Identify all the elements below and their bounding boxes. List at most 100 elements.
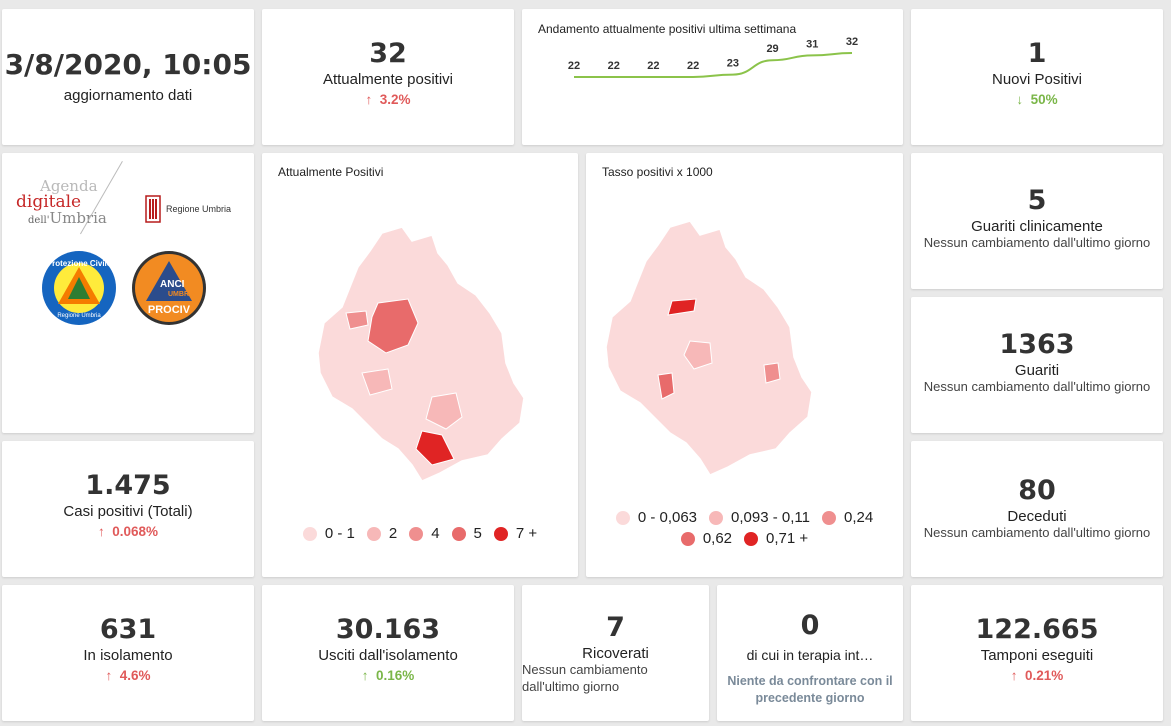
casi-value: 1.475 — [85, 470, 171, 501]
ricoverati-card: 7 Ricoverati Nessun cambiamento dall'ult… — [522, 585, 709, 721]
svg-text:Regione Umbria: Regione Umbria — [57, 313, 101, 319]
isolamento-card: 631 In isolamento ↑ 4.6% — [2, 585, 254, 721]
trend-line — [574, 52, 853, 78]
usciti-card: 30.163 Usciti dall'isolamento ↑ 0.16% — [262, 585, 514, 721]
trend-data-label: 23 — [727, 58, 739, 70]
map-positivi-legend-label: 0 - 1 — [324, 525, 355, 542]
arrow-up-icon: ↑ — [105, 667, 113, 683]
guariti-clin-value: 5 — [1027, 185, 1047, 216]
isolamento-change: ↑ 4.6% — [105, 668, 150, 683]
logos-card: Agenda digitale dell'Umbria Regione Umbr… — [2, 153, 254, 433]
map-positivi-legend-label: 5 — [473, 525, 482, 542]
guariti-value: 1363 — [999, 329, 1075, 360]
usciti-label: Usciti dall'isolamento — [318, 646, 458, 664]
svg-text:PROCIV: PROCIV — [148, 304, 191, 316]
positivi-value: 32 — [369, 38, 407, 69]
legend-dot-icon — [493, 526, 508, 541]
map-positivi-legend-item[interactable]: 4 — [409, 525, 440, 542]
deceduti-value: 80 — [1018, 475, 1056, 506]
map-positivi-legend-label: 4 — [431, 525, 440, 542]
umbria-map-positivi[interactable] — [262, 213, 578, 513]
ricoverati-sub: Nessun cambiamento dall'ultimo giorno — [522, 661, 648, 694]
legend-dot-icon — [302, 526, 317, 541]
update-datetime: 3/8/2020, 10:05 — [4, 48, 252, 82]
guariti-clin-label: Guariti clinicamente — [971, 217, 1103, 235]
arrow-up-icon: ↑ — [97, 523, 105, 539]
tamponi-value: 122.665 — [975, 614, 1099, 645]
trend-data-label: 22 — [608, 60, 620, 72]
usciti-value: 30.163 — [335, 614, 441, 645]
ricoverati-label: Ricoverati — [582, 644, 649, 662]
nuovi-label: Nuovi Positivi — [991, 70, 1083, 88]
tamponi-change: ↑ 0.21% — [1011, 668, 1064, 683]
map-tasso-legend-item[interactable]: 0,62 — [680, 530, 733, 547]
map-tasso-legend-item[interactable]: 0,71 + — [744, 530, 808, 547]
guariti-card: 1363 Guariti Nessun cambiamento dall'ult… — [911, 297, 1163, 433]
positivi-card: 32 Attualmente positivi ↑ 3.2% — [262, 9, 514, 145]
guariti-clin-card: 5 Guariti clinicamente Nessun cambiament… — [911, 153, 1163, 289]
tamponi-card: 122.665 Tamponi eseguiti ↑ 0.21% — [911, 585, 1163, 721]
trend-card: Andamento attualmente positivi ultima se… — [522, 9, 903, 145]
legend-dot-icon — [821, 510, 836, 525]
map-positivi-legend-item[interactable]: 2 — [366, 525, 398, 542]
map-positivi-legend-item[interactable]: 5 — [451, 525, 482, 542]
terapia-value: 0 — [800, 610, 820, 641]
update-label: aggiornamento dati — [63, 86, 193, 104]
map-tasso-legend-item[interactable]: 0,24 — [821, 509, 873, 526]
casi-label: Casi positivi (Totali) — [63, 502, 193, 520]
svg-text:ANCI: ANCI — [160, 279, 185, 290]
map-positivi-legend: 0 - 1 2 4 5 7 + — [272, 525, 568, 546]
regione-emblem-icon — [145, 195, 161, 223]
nuovi-value: 1 — [1027, 38, 1047, 69]
map-tasso-legend-label: 0 - 0,063 — [637, 509, 698, 526]
legend-dot-icon — [366, 526, 381, 541]
casi-change: ↑ 0.068% — [98, 524, 158, 539]
ricoverati-value: 7 — [606, 612, 625, 643]
map-tasso-legend-item[interactable]: 0,093 - 0,11 — [709, 509, 810, 526]
casi-card: 1.475 Casi positivi (Totali) ↑ 0.068% — [2, 441, 254, 577]
map-positivi-legend-item[interactable]: 0 - 1 — [302, 525, 355, 542]
guariti-sub: Nessun cambiamento dall'ultimo giorno — [923, 378, 1151, 394]
tamponi-change-value: 0.21% — [1024, 667, 1064, 683]
map-tasso-legend-label: 0,093 - 0,11 — [731, 509, 810, 526]
isolamento-value: 631 — [99, 614, 157, 645]
legend-dot-icon — [615, 510, 630, 525]
positivi-change: ↑ 3.2% — [365, 92, 410, 107]
isolamento-change-value: 4.6% — [119, 667, 151, 683]
usciti-change: ↑ 0.16% — [362, 668, 415, 683]
trend-data-label: 31 — [806, 38, 818, 50]
deceduti-label: Deceduti — [1007, 507, 1067, 525]
legend-dot-icon — [680, 531, 695, 546]
protezione-civile-logo[interactable]: Protezione Civile Regione Umbria — [40, 249, 118, 327]
trend-data-label: 32 — [846, 36, 858, 48]
arrow-up-icon: ↑ — [365, 91, 373, 107]
legend-dot-icon — [744, 531, 759, 546]
guariti-clin-sub: Nessun cambiamento dall'ultimo giorno — [923, 234, 1151, 250]
anci-prociv-logo[interactable]: ANCI UMBRIA PROCIV — [130, 249, 208, 327]
trend-data-label: 29 — [766, 43, 778, 55]
usciti-change-value: 0.16% — [375, 667, 415, 683]
map-positivi-title: Attualmente Positivi — [278, 165, 384, 179]
map-tasso-legend-label: 0,62 — [702, 530, 733, 547]
map-tasso-title: Tasso positivi x 1000 — [602, 165, 713, 179]
trend-data-label: 22 — [647, 60, 659, 72]
trend-chart: 22 22 22 22 23 29 31 32 — [568, 36, 858, 78]
nuovi-change: ↓ 50% — [1016, 92, 1057, 107]
map-positivi-legend-item[interactable]: 7 + — [493, 525, 537, 542]
deceduti-sub: Nessun cambiamento dall'ultimo giorno — [923, 524, 1151, 540]
regione-umbria-logo[interactable]: Regione Umbria — [145, 195, 231, 223]
casi-change-value: 0.068% — [112, 523, 159, 539]
positivi-change-value: 3.2% — [379, 91, 411, 107]
arrow-up-icon: ↑ — [1010, 667, 1018, 683]
map-tasso-legend-label: 0,71 + — [766, 530, 809, 547]
terapia-sub: Niente da confrontare con il precedente … — [727, 673, 893, 705]
trend-title: Andamento attualmente positivi ultima se… — [538, 22, 797, 36]
nuovi-change-value: 50% — [1030, 91, 1058, 107]
map-tasso-card: Tasso positivi x 1000 0 - 0,063 0,093 - 0… — [586, 153, 903, 577]
map-tasso-legend-item[interactable]: 0 - 0,063 — [615, 509, 698, 526]
nuovi-card: 1 Nuovi Positivi ↓ 50% — [911, 9, 1163, 145]
map-positivi-legend-label: 2 — [388, 525, 398, 542]
agenda-digitale-logo[interactable]: Agenda digitale dell'Umbria — [16, 177, 107, 227]
legend-dot-icon — [709, 510, 724, 525]
umbria-map-tasso[interactable] — [586, 213, 903, 513]
